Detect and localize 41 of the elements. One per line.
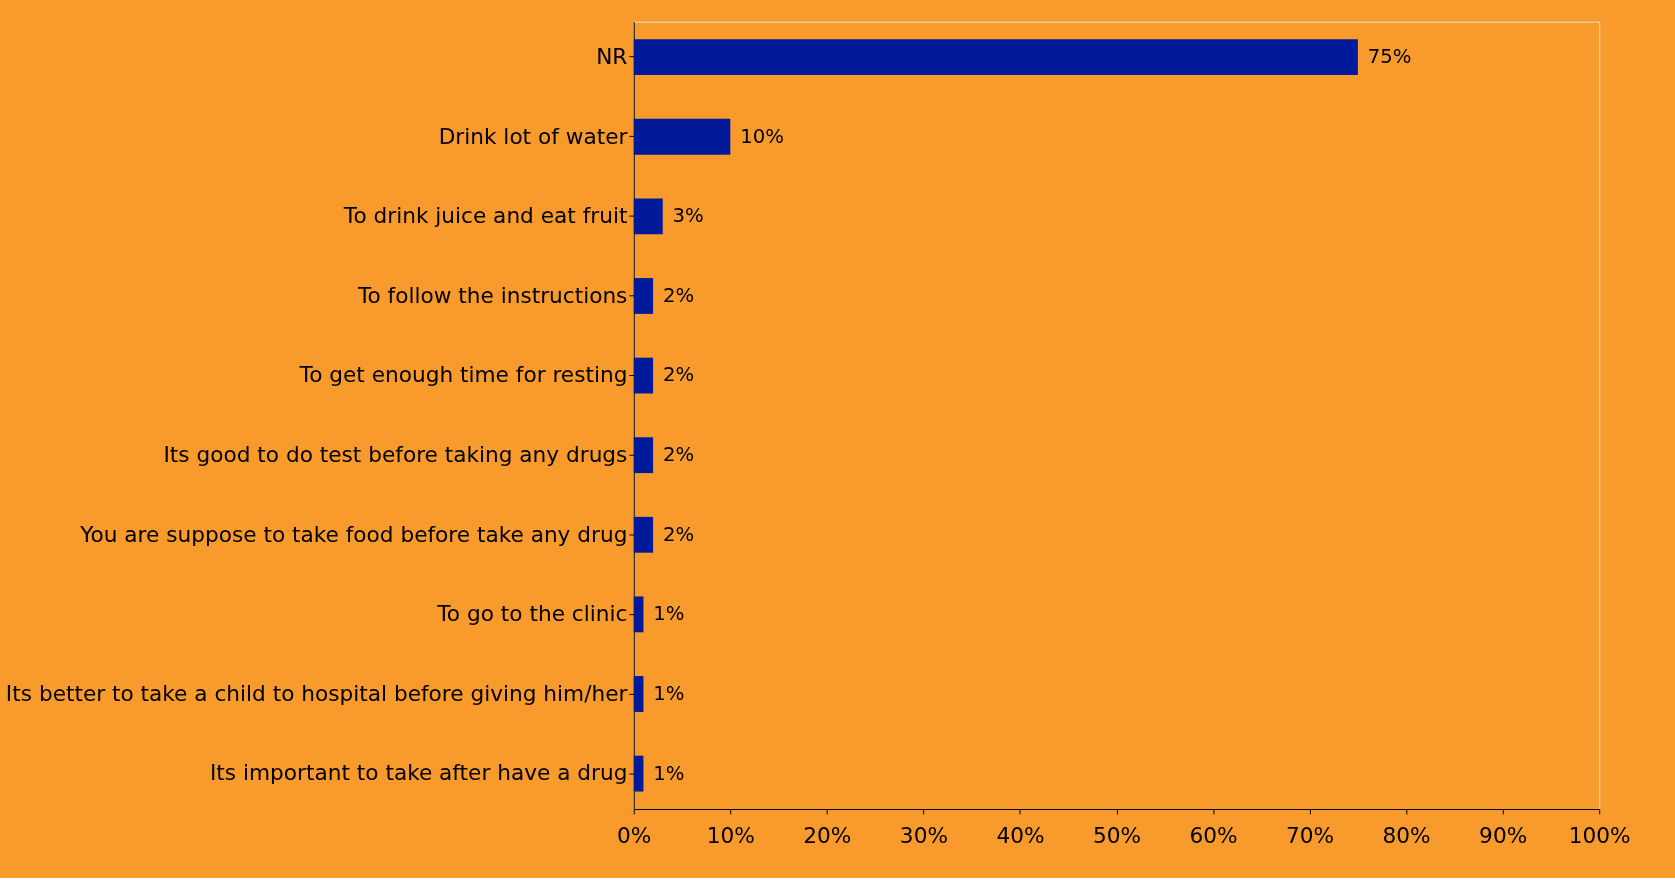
y-tick-label: Its important to take after have a drug xyxy=(209,760,628,786)
x-tick-label: 60% xyxy=(1189,822,1238,848)
y-tick-label: Its better to take a child to hospital before giving him/her xyxy=(5,680,628,706)
y-tick-label: NR xyxy=(596,44,628,70)
data-label: 2% xyxy=(662,363,695,387)
data-label: 3% xyxy=(672,204,704,228)
bar xyxy=(633,357,654,394)
y-tick-label: Its good to do test before taking any drugs xyxy=(163,442,628,468)
x-tick-label: 80% xyxy=(1382,822,1431,848)
bar xyxy=(633,516,654,553)
y-tick-label: To follow the instructions xyxy=(356,282,628,308)
x-tick-label: 100% xyxy=(1568,822,1631,848)
data-label: 2% xyxy=(662,522,695,546)
x-tick-label: 40% xyxy=(996,822,1045,848)
bar xyxy=(633,676,644,712)
y-tick-label: To go to the clinic xyxy=(436,601,628,627)
y-tick-label: Drink lot of water xyxy=(438,123,628,149)
bar xyxy=(633,198,663,235)
x-tick-label: 70% xyxy=(1286,822,1335,848)
bar xyxy=(633,278,654,314)
y-tick-label: You are suppose to take food before take any drug xyxy=(79,521,628,547)
data-label: 2% xyxy=(662,443,695,467)
bar xyxy=(633,437,654,474)
bar xyxy=(633,755,644,792)
data-label: 1% xyxy=(653,761,685,785)
x-tick-label: 50% xyxy=(1092,822,1142,848)
bar xyxy=(633,39,1358,76)
data-label: 10% xyxy=(740,124,784,148)
y-tick-label: To get enough time for resting xyxy=(298,362,628,388)
x-tick-label: 90% xyxy=(1479,822,1528,848)
data-label: 1% xyxy=(653,602,685,626)
data-label: 75% xyxy=(1367,45,1412,69)
y-tick-label: To drink juice and eat fruit xyxy=(342,203,628,229)
x-tick-label: 0% xyxy=(617,822,652,848)
data-label: 2% xyxy=(662,283,695,307)
x-tick-label: 30% xyxy=(899,822,948,848)
data-label: 1% xyxy=(653,681,685,705)
x-tick-label: 20% xyxy=(803,822,852,848)
x-tick-label: 10% xyxy=(706,822,755,848)
bar xyxy=(633,118,731,155)
bar xyxy=(633,596,644,633)
